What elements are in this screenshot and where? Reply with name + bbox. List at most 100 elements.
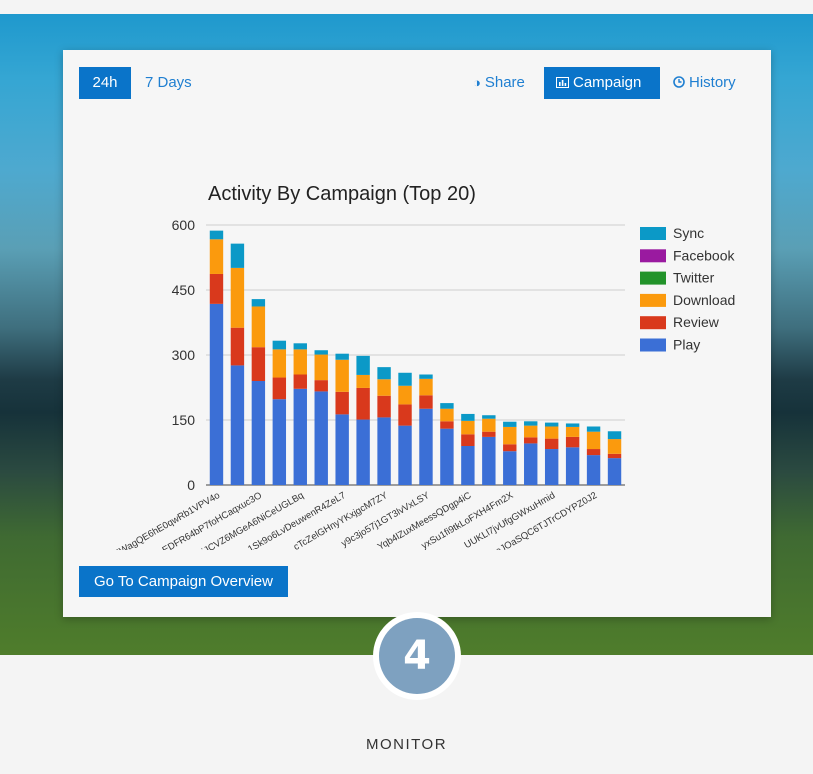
legend-swatch-sync (640, 227, 666, 240)
bar-segment-sync (272, 340, 287, 350)
bar-segment-play (356, 419, 370, 485)
half-circle-icon: ◑ (473, 75, 481, 90)
bar-segment-play (482, 436, 496, 485)
bar-segment-download (209, 239, 224, 274)
bar-segment-review (544, 438, 559, 450)
activity-chart: Activity By Campaign (Top 20) 0 150 300 450… (113, 183, 736, 550)
bar-segment-review (503, 444, 517, 452)
legend-label-download: Download (673, 292, 735, 308)
bar-segment-download (419, 378, 433, 396)
bar-segment-review (398, 404, 412, 426)
chart-bars (209, 230, 622, 485)
bar-segment-download (398, 385, 412, 405)
bar-segment-review (607, 453, 622, 459)
bar-segment-sync (398, 372, 412, 386)
bar-segment-review (482, 431, 496, 437)
bar-segment-sync (482, 415, 496, 419)
y-tick-label: 150 (172, 412, 196, 428)
bar-segment-download (272, 349, 287, 378)
tab-history-label: History (689, 74, 736, 91)
bar-segment-play (440, 428, 454, 485)
tab-campaign-label: Campaign (573, 74, 642, 91)
bar-segment-review (230, 327, 245, 366)
bar-segment-download (461, 420, 475, 435)
bar-segment-play (607, 458, 622, 485)
tab-24h-label: 24h (92, 74, 118, 91)
tab-share-label: Share (484, 74, 525, 91)
bar-segment-play (503, 451, 517, 485)
bar-segment-review (565, 436, 580, 448)
bar-segment-sync (335, 353, 349, 360)
bar-segment-download (503, 426, 517, 445)
step-caption: MONITOR (365, 736, 448, 753)
bar-segment-play (251, 381, 266, 485)
bar-segment-review (586, 449, 601, 456)
bar-segment-download (314, 354, 328, 381)
tab-history[interactable]: History (661, 67, 748, 99)
y-tick-label: 0 (187, 477, 195, 493)
bar-segment-sync (419, 374, 433, 379)
bar-segment-sync (565, 423, 580, 427)
bar-segment-play (377, 417, 391, 485)
tab-7-days-label: 7 Days (145, 74, 192, 91)
bar-segment-review (419, 395, 433, 409)
bar-segment-play (314, 391, 328, 485)
bar-segment-sync (314, 350, 328, 355)
bar-segment-sync (251, 299, 266, 307)
bar-segment-download (586, 431, 601, 450)
bar-segment-play (544, 449, 559, 485)
bar-segment-download (440, 408, 454, 422)
bar-segment-play (461, 446, 475, 485)
step-number: 4 (379, 618, 455, 694)
bar-segment-download (565, 426, 580, 437)
legend-swatch-twitter (640, 271, 666, 285)
bar-segment-play (565, 447, 580, 485)
step-badge: 4 (373, 612, 461, 700)
dashboard-card: 24h 7 Days ◑ Share Campaign History Activ… (63, 50, 771, 617)
bar-segment-download (293, 349, 307, 375)
bar-segment-play (209, 303, 224, 485)
legend-label-sync: Sync (673, 225, 704, 241)
legend-label-play: Play (673, 337, 700, 353)
chart-x-tick-labels: 4WagQE6hE0qwRb1VPV4oEDFR64bP7foHCaqxuc3O… (113, 490, 599, 550)
tab-24h[interactable]: 24h (79, 67, 131, 99)
legend-swatch-review (640, 316, 666, 330)
clock-icon (673, 67, 685, 99)
tab-campaign[interactable]: Campaign (544, 67, 660, 99)
bar-segment-sync (607, 431, 622, 440)
bar-segment-play (419, 408, 433, 485)
bar-segment-review (314, 380, 328, 392)
bar-segment-play (293, 388, 307, 485)
legend-label-twitter: Twitter (673, 270, 715, 286)
bar-segment-download (335, 359, 349, 392)
legend-swatch-download (640, 293, 666, 307)
campaign-overview-button[interactable]: Go To Campaign Overview (79, 566, 288, 597)
bar-segment-review (251, 347, 266, 381)
bar-segment-download (377, 379, 391, 396)
legend-swatch-play (640, 338, 666, 352)
bar-segment-play (524, 443, 538, 485)
y-tick-label: 450 (172, 282, 196, 298)
bar-segment-play (335, 414, 349, 485)
bar-segment-review (335, 391, 349, 415)
bar-segment-download (607, 439, 622, 454)
bar-segment-sync (356, 355, 370, 375)
bar-segment-review (377, 395, 391, 418)
bar-segment-sync (544, 422, 559, 427)
bar-segment-download (230, 267, 245, 328)
y-tick-label: 300 (172, 347, 196, 363)
tab-share[interactable]: ◑ Share (461, 67, 537, 99)
bar-segment-sync (230, 243, 245, 268)
bar-segment-sync (503, 421, 517, 427)
bar-segment-play (398, 425, 412, 485)
bar-segment-review (440, 421, 454, 429)
bar-segment-sync (440, 403, 454, 409)
bar-segment-sync (293, 343, 307, 350)
bar-segment-download (544, 426, 559, 439)
bar-segment-download (524, 425, 538, 438)
bar-segment-play (586, 455, 601, 485)
bar-segment-sync (461, 413, 475, 421)
tab-7-days[interactable]: 7 Days (133, 67, 204, 99)
chart-title: Activity By Campaign (Top 20) (208, 183, 476, 205)
bar-segment-review (356, 387, 370, 420)
